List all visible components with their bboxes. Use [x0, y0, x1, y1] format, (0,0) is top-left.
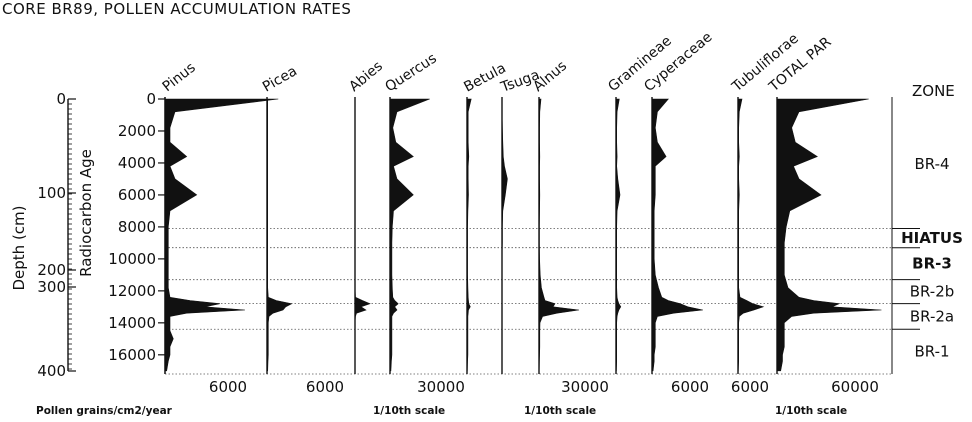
age-tick-label: 16000	[108, 346, 156, 364]
age-tick-label: 12000	[108, 282, 156, 300]
taxon-label-abies: Abies	[346, 58, 386, 95]
x-tick-labels: 6000 6000 30000 30000 6000 6000 60000	[209, 378, 879, 396]
age-tick-label: 10000	[108, 250, 156, 268]
curve-gramineae	[615, 98, 622, 372]
depth-tick-label: 400	[37, 362, 66, 380]
depth-tick-label: 300	[37, 278, 66, 296]
age-tick-label: 2000	[118, 122, 156, 140]
zone-label-hiatus: HIATUS	[901, 229, 963, 247]
depth-tick-label: 100	[37, 184, 66, 202]
chart-title: CORE BR89, POLLEN ACCUMULATION RATES	[2, 0, 351, 18]
zone-header: ZONE	[912, 82, 955, 100]
x-tick-pinus: 6000	[209, 378, 247, 396]
x-tick-cyperaceae: 6000	[671, 378, 709, 396]
curve-alnus	[538, 98, 580, 372]
age-tick-label: 14000	[108, 314, 156, 332]
curve-cyperaceae	[651, 98, 703, 372]
zone-label-br-2b: BR-2b	[910, 283, 955, 301]
zone-label-br-3: BR-3	[912, 255, 952, 273]
depth-tick-label: 0	[56, 90, 66, 108]
curve-betula	[466, 98, 472, 372]
age-tick-label: 0	[146, 90, 156, 108]
x-tick-total-par: 60000	[831, 378, 879, 396]
curve-pinus	[164, 98, 279, 372]
zone-label-br-4: BR-4	[914, 155, 949, 173]
x-tick-quercus: 30000	[417, 378, 465, 396]
age-tick-label: 8000	[118, 218, 156, 236]
age-tick-label: 4000	[118, 154, 156, 172]
taxon-label-pinus: Pinus	[160, 60, 199, 95]
depth-tick-label: 200	[37, 261, 66, 279]
scale-note-total-par: 1/10th scale	[775, 405, 847, 417]
curve-abies	[354, 99, 371, 371]
curve-total-par	[776, 98, 882, 372]
x-tick-alnus: 30000	[561, 378, 609, 396]
pollen-curves	[164, 97, 882, 374]
curve-tsuga	[501, 99, 508, 371]
taxon-label-quercus: Quercus	[382, 50, 439, 95]
age-axis-label: Radiocarbon Age	[77, 149, 95, 277]
depth-axis-label: Depth (cm)	[10, 205, 28, 290]
taxon-label-alnus: Alnus	[530, 58, 570, 95]
curve-tubuliflorae	[737, 98, 765, 372]
x-axis-label: Pollen grains/cm2/year	[36, 405, 173, 417]
zone-label-br-2a: BR-2a	[910, 307, 954, 325]
taxon-label-picea: Picea	[260, 63, 300, 95]
scale-note-alnus: 1/10th scale	[524, 405, 596, 417]
curve-quercus	[389, 98, 430, 372]
x-tick-tubuliflorae: 6000	[731, 378, 769, 396]
zone-labels: BR-4 HIATUS BR-3 BR-2b BR-2a BR-1	[901, 155, 963, 361]
x-tick-picea: 6000	[306, 378, 344, 396]
age-ticks: 0 2000 4000 6000 8000 10000 12000 14000 16000	[108, 90, 165, 364]
age-tick-label: 6000	[118, 186, 156, 204]
curve-picea	[266, 98, 293, 372]
zone-boundaries	[165, 228, 920, 375]
scale-note-quercus: 1/10th scale	[373, 405, 445, 417]
zone-label-br-1: BR-1	[914, 343, 949, 361]
